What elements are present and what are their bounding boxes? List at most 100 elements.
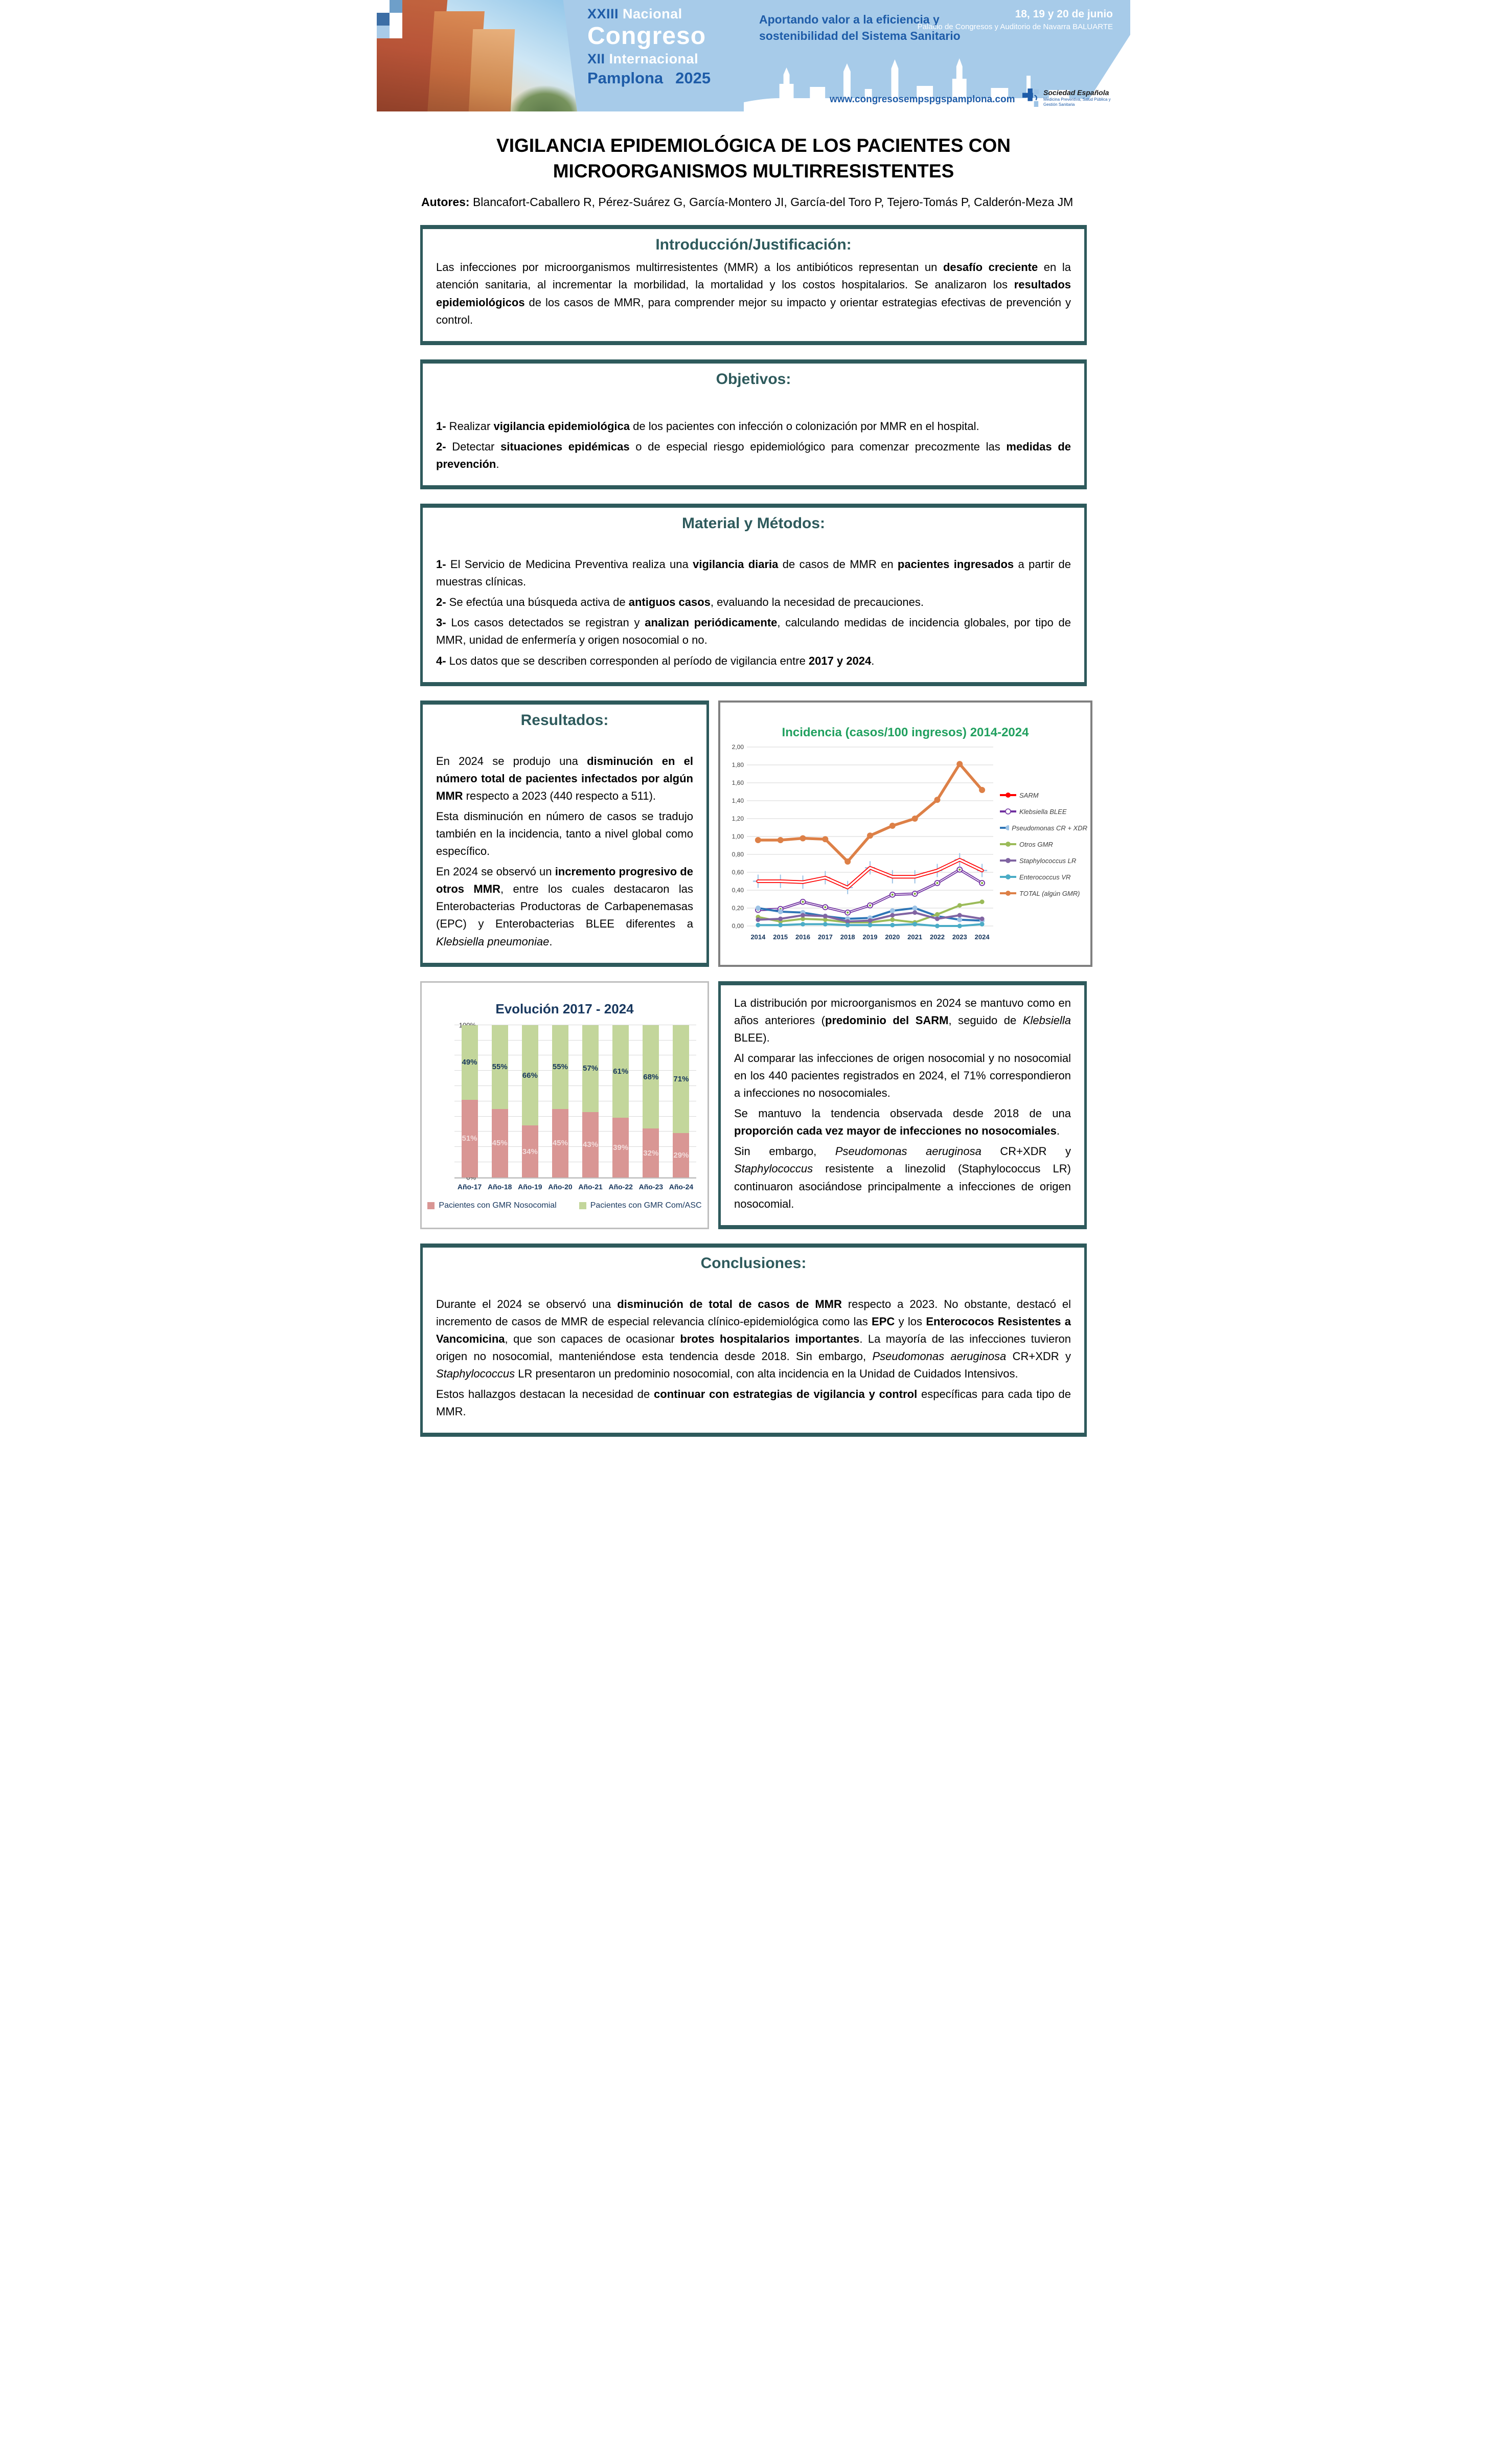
material-item: 1- El Servicio de Medicina Preventiva re…: [436, 558, 1071, 589]
svg-text:2014: 2014: [750, 933, 766, 941]
bar-segment-label: 66%: [522, 1071, 538, 1080]
svg-text:1,40: 1,40: [732, 797, 744, 804]
x-axis-label: Año-20: [548, 1182, 573, 1191]
introduccion-heading: Introducción/Justificación:: [655, 236, 852, 254]
gridline: [454, 1146, 696, 1147]
bar-segment: 29%: [673, 1133, 690, 1178]
authors-label: Autores:: [421, 195, 470, 209]
city-skyline-silhouette: [744, 58, 1130, 111]
bar-column: 39% 61%: [606, 1025, 636, 1178]
legend-swatch-icon: [427, 1202, 435, 1209]
line-chart-legend: SARM Klebsiella BLEE Pseudomonas CR + XDR O…: [999, 787, 1087, 897]
bar-x-axis: Año-17 Año-18 Año-19 Año-20 Año-21 Año-22 Año-…: [454, 1183, 696, 1191]
section-introduccion: Introducción/Justificación: Las infeccio…: [420, 225, 1087, 345]
legend-marker-icon: [1000, 825, 1010, 831]
bar-segment: 45%: [491, 1109, 508, 1178]
society-subtitle: Medicina Preventiva, Salud Pública y Ges…: [1043, 97, 1111, 107]
flag-tiles-decoration: [377, 0, 402, 38]
introduccion-paragraph: Las infecciones por microorganismos mult…: [436, 261, 1071, 326]
wordmark-pamplona: Pamplona: [587, 69, 664, 87]
tagline-line1: Aportando valor a la eficiencia y: [759, 13, 940, 26]
poster-title-line1: VIGILANCIA EPIDEMIOLÓGICA DE LOS PACIENT…: [496, 135, 1011, 156]
legend-item: Klebsiella BLEE: [999, 808, 1087, 816]
venue-text: Palacio de Congresos y Auditorio de Nava…: [917, 22, 1113, 31]
svg-text:2,00: 2,00: [732, 743, 744, 751]
section-distribucion: La distribución por microorganismos en 2…: [718, 981, 1087, 1229]
wordmark-city-year: Pamplona 2025: [587, 69, 744, 87]
wordmark-line-nacional: XXIII Nacional: [587, 6, 744, 21]
svg-text:1,60: 1,60: [732, 779, 744, 786]
poster-content: Autores: Blancafort-Caballero R, Pérez-S…: [420, 193, 1092, 1437]
bar-segment-label: 34%: [522, 1147, 538, 1156]
svg-text:0,00: 0,00: [732, 922, 744, 930]
legend-item: Pacientes con GMR Nosocomial: [427, 1201, 557, 1210]
x-axis-label: Año-21: [578, 1182, 603, 1191]
wordmark-xxiii: XXIII: [587, 6, 619, 21]
svg-text:2023: 2023: [952, 933, 967, 941]
gridline: [454, 1116, 696, 1117]
resultados-paragraph: En 2024 se produjo una disminución en el…: [436, 754, 693, 802]
evolucion-chart-mount: Evolución 2017 - 20240%10%20%30%40%50%60…: [426, 1000, 703, 1210]
svg-text:2019: 2019: [863, 933, 878, 941]
section-conclusiones: Conclusiones: Durante el 2024 se observó…: [420, 1243, 1087, 1437]
bar-segment-label: 51%: [462, 1134, 477, 1143]
conclusiones-paragraph: Estos hallazgos destacan la necesidad de…: [436, 1388, 1071, 1418]
bar-segment: 61%: [612, 1025, 629, 1118]
distribucion-paragraph: Sin embargo, Pseudomonas aeruginosa CR+X…: [734, 1145, 1071, 1210]
bar-segment-label: 45%: [492, 1139, 508, 1148]
section-objetivos: Objetivos: 1- Realizar vigilancia epidem…: [420, 359, 1087, 490]
distribucion-paragraph: Al comparar las infecciones de origen no…: [734, 1051, 1071, 1100]
society-name: Sociedad Española: [1043, 88, 1109, 97]
poster-title: VIGILANCIA EPIDEMIOLÓGICA DE LOS PACIENT…: [407, 133, 1100, 184]
bar-segment-label: 49%: [462, 1058, 477, 1067]
conclusiones-paragraph: Durante el 2024 se observó una disminuci…: [436, 1297, 1071, 1381]
conclusiones-heading: Conclusiones:: [700, 1254, 807, 1272]
svg-text:0,40: 0,40: [732, 887, 744, 894]
legend-label: SARM: [1019, 791, 1039, 799]
bar-segment-label: 57%: [583, 1064, 599, 1073]
evolucion-bar-chart: Evolución 2017 - 20240%10%20%30%40%50%60…: [420, 981, 709, 1229]
bar-segment: 55%: [552, 1025, 568, 1109]
bar-segment: 39%: [612, 1118, 629, 1178]
distribucion-paragraph: Se mantuvo la tendencia observada desde …: [734, 1107, 1071, 1138]
material-heading: Material y Métodos:: [681, 515, 826, 532]
gridline: [454, 1131, 696, 1132]
incidencia-line-chart: Incidencia (casos/100 ingresos) 2014-202…: [718, 700, 1092, 967]
evolucion-row: Evolución 2017 - 20240%10%20%30%40%50%60…: [420, 981, 1087, 1229]
objetivo-item: 1- Realizar vigilancia epidemiológica de…: [436, 419, 979, 433]
resultados-paragraph: En 2024 se observó un incremento progres…: [436, 865, 694, 948]
svg-text:1,20: 1,20: [732, 815, 744, 822]
objetivo-item: 2- Detectar situaciones epidémicas o de …: [436, 440, 1071, 470]
x-axis-label: Año-18: [487, 1182, 512, 1191]
legend-marker-icon: [1000, 793, 1016, 798]
legend-swatch-icon: [579, 1202, 586, 1209]
congress-dates: 18, 19 y 20 de junio Palacio de Congreso…: [918, 8, 1113, 31]
material-item: 3- Los casos detectados se registran y a…: [436, 616, 1071, 647]
bar-segment: 57%: [582, 1025, 599, 1112]
wordmark-line-internacional: XII Internacional: [587, 51, 744, 66]
legend-marker-icon: [1000, 858, 1016, 864]
legend-item: Enterococcus VR: [999, 873, 1087, 881]
legend-marker-icon: [1000, 842, 1016, 847]
legend-label: TOTAL (algún GMR): [1019, 889, 1080, 897]
material-item: 2- Se efectúa una búsqueda activa de ant…: [436, 596, 924, 609]
bar-segment: 34%: [521, 1125, 538, 1178]
bar-segment: 43%: [582, 1112, 599, 1178]
bar-column: 32% 68%: [636, 1025, 666, 1178]
bar-segment-label: 68%: [643, 1072, 659, 1081]
svg-text:0,60: 0,60: [732, 869, 744, 876]
bar-segment: 49%: [461, 1025, 478, 1100]
legend-item: Staphylococcus LR: [999, 857, 1087, 865]
objetivos-heading: Objetivos:: [716, 370, 791, 388]
bar-segment-label: 61%: [613, 1067, 629, 1076]
bar-column: 29% 71%: [666, 1025, 696, 1178]
authors-list: Blancafort-Caballero R, Pérez-Suárez G, …: [469, 195, 1074, 209]
congress-wordmark: XXIII Nacional Congreso XII Internaciona…: [577, 0, 744, 111]
bar-segment-label: 45%: [552, 1139, 568, 1148]
bar-segment: 55%: [491, 1025, 508, 1109]
gridline: [454, 1070, 696, 1071]
bar-segment: 71%: [673, 1025, 690, 1134]
x-axis-label: Año-24: [669, 1182, 694, 1191]
legend-item: TOTAL (algún GMR): [999, 890, 1087, 897]
wordmark-internacional: Internacional: [609, 51, 699, 66]
